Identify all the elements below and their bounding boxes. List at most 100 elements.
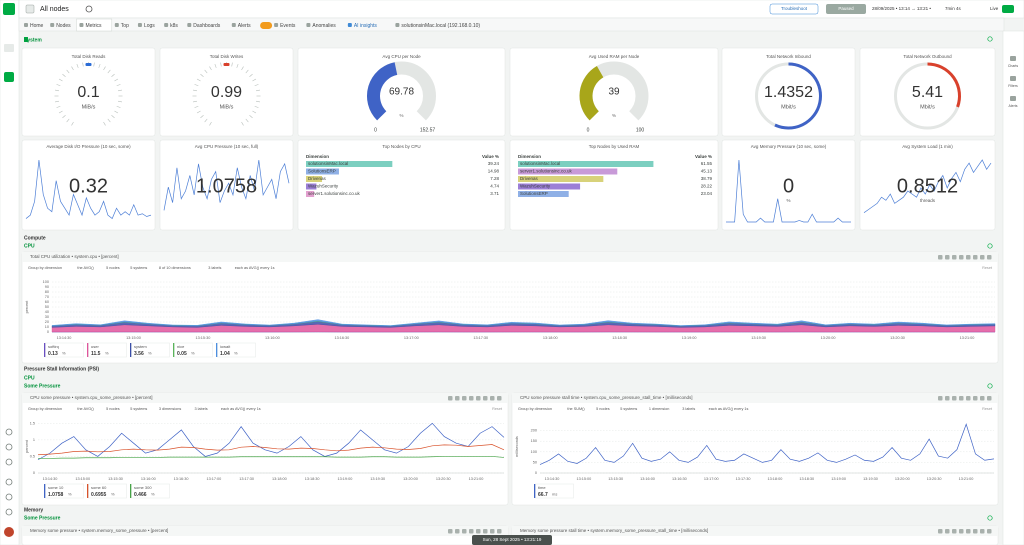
label[interactable]: Live xyxy=(990,6,999,11)
tab[interactable]: Nodes xyxy=(56,23,71,29)
x-tick-label: 13:16:00 xyxy=(141,477,156,481)
legend-item[interactable] xyxy=(88,342,127,358)
legend-item[interactable] xyxy=(131,483,170,499)
tab[interactable]: Top xyxy=(121,23,129,29)
value-bar xyxy=(306,168,339,175)
legend-item[interactable] xyxy=(131,342,170,358)
tab[interactable]: Home xyxy=(30,23,44,29)
legend-name[interactable]: time xyxy=(538,485,546,490)
chart-control[interactable]: 5 systems xyxy=(130,266,147,270)
legend-name[interactable]: user xyxy=(91,344,99,349)
chart-control[interactable]: 5 nodes xyxy=(106,407,120,411)
legend-value: 0.05 xyxy=(177,351,187,357)
tab[interactable]: Dashboards xyxy=(193,23,220,29)
chart-control[interactable]: 5 systems xyxy=(620,407,637,411)
sidebar-icon xyxy=(5,508,13,516)
label[interactable]: Filters xyxy=(1008,84,1018,88)
legend-name[interactable]: iowait xyxy=(220,344,231,349)
chart-control[interactable]: the AVG() xyxy=(77,266,94,270)
legend-item[interactable] xyxy=(174,342,213,358)
y-tick-label: 30 xyxy=(45,315,49,319)
troubleshoot-button[interactable] xyxy=(769,3,819,15)
label[interactable]: Charts xyxy=(1008,64,1019,68)
sidebar-tab-icon xyxy=(1010,56,1016,61)
dial-tick xyxy=(114,78,119,82)
chart-control[interactable]: the SUM() xyxy=(567,407,585,411)
chart-control[interactable]: each as AVG() every 1s xyxy=(709,407,749,411)
chart-tool xyxy=(987,255,992,260)
tab[interactable]: Metrics xyxy=(85,23,102,29)
cell: SolutionsERP xyxy=(308,169,336,174)
chart-control[interactable]: 3 labels xyxy=(195,407,208,411)
chart-control[interactable]: Group by dimension xyxy=(518,407,552,411)
legend-item[interactable] xyxy=(88,483,127,499)
chart-tool xyxy=(476,529,481,534)
legend-name[interactable]: some 60 xyxy=(91,485,107,490)
reset-button[interactable]: Reset xyxy=(492,407,503,411)
value-bar xyxy=(306,176,323,182)
sidebar-icon xyxy=(5,493,13,501)
tab[interactable]: solutionsinMac.local (192.168.0.10) xyxy=(401,23,480,29)
chart-control[interactable]: each as AVG() every 1s xyxy=(221,407,261,411)
legend-item[interactable] xyxy=(217,342,256,358)
label[interactable]: Alerts xyxy=(1009,104,1018,108)
tab[interactable]: Events xyxy=(280,23,296,29)
legend-name[interactable]: softirq xyxy=(48,344,59,349)
legend-swatch xyxy=(173,343,175,357)
gauge-card xyxy=(509,47,719,137)
chart-control[interactable]: Group by dimension xyxy=(28,266,62,270)
chart-control[interactable]: Group by dimension xyxy=(28,407,62,411)
chart-control[interactable]: 5 nodes xyxy=(596,407,610,411)
chart-control[interactable]: 5 nodes xyxy=(106,266,120,270)
reset-button[interactable]: Reset xyxy=(982,407,993,411)
legend-item[interactable] xyxy=(535,483,574,499)
x-tick-label: 13:20:30 xyxy=(927,477,942,481)
dial-tick xyxy=(241,66,244,71)
x-tick-label: 13:14:30 xyxy=(545,477,560,481)
chart-control[interactable]: 5 systems xyxy=(130,407,147,411)
y-tick-label: 10 xyxy=(45,325,49,329)
chart-control[interactable]: 8 of 10 dimensions xyxy=(159,266,191,270)
label[interactable]: Troubleshoot xyxy=(781,6,808,11)
dial-tick xyxy=(71,66,74,71)
gauge-value-arc xyxy=(579,66,604,121)
chart-control[interactable]: 3 labels xyxy=(682,407,695,411)
chart-control[interactable]: 1 dimension xyxy=(649,407,669,411)
tab-icon xyxy=(164,23,169,27)
legend-name[interactable]: some 10 xyxy=(48,485,64,490)
dial-tick xyxy=(117,100,123,103)
paused-button[interactable] xyxy=(826,4,866,14)
chart-control[interactable]: the AVG() xyxy=(77,407,94,411)
legend-name[interactable]: some 300 xyxy=(134,485,152,490)
tab[interactable]: Alerts xyxy=(238,23,251,29)
x-tick-label: 13:15:30 xyxy=(196,336,211,340)
chart-control[interactable]: each as AVG() every 1s xyxy=(235,266,275,270)
tab[interactable]: Logs xyxy=(144,23,155,29)
dial-tick xyxy=(66,69,70,74)
section-heading: Memory xyxy=(24,507,43,513)
label[interactable]: Paused xyxy=(838,6,854,11)
tab[interactable]: AI insights xyxy=(354,23,378,29)
legend-name[interactable]: nice xyxy=(177,344,185,349)
gauge-card xyxy=(859,47,996,137)
chart-title: Memory some pressure • system.memory_som… xyxy=(30,528,168,533)
x-tick-label: 13:15:00 xyxy=(126,336,141,340)
chart-header xyxy=(22,393,508,403)
chart-control[interactable]: 3 dimensions xyxy=(159,407,181,411)
chart-tool xyxy=(987,529,992,534)
stacked-area xyxy=(51,319,996,327)
chart-control[interactable]: 3 labels xyxy=(208,266,221,270)
legend-item[interactable] xyxy=(45,342,84,358)
dial-tick xyxy=(254,105,259,108)
legend-value: 1.0758 xyxy=(48,492,64,498)
chart-tool xyxy=(973,255,978,260)
legend-item[interactable] xyxy=(45,483,84,499)
tab[interactable]: Anomalies xyxy=(312,23,336,29)
toggle xyxy=(260,22,273,29)
tab[interactable]: k8s xyxy=(170,23,178,29)
legend-name[interactable]: system xyxy=(134,344,147,349)
dial-tick xyxy=(204,69,208,74)
reset-button[interactable]: Reset xyxy=(982,266,993,270)
value-bar xyxy=(306,183,317,190)
logo xyxy=(3,3,15,15)
